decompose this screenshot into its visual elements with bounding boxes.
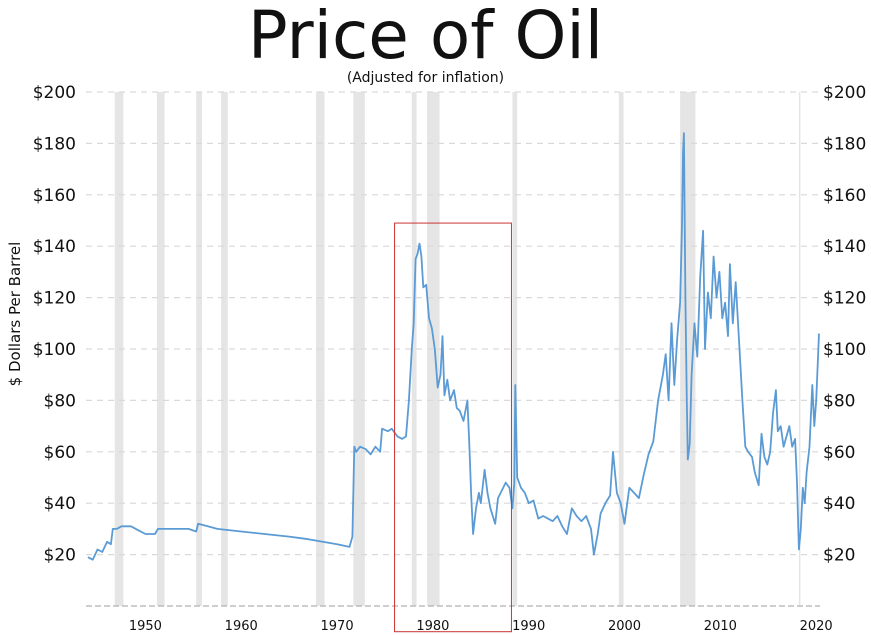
y-tick-right-9: $200 [823, 83, 866, 103]
y-tick-left-3: $80 [44, 391, 76, 411]
highlight-box [394, 222, 512, 633]
chart-title: Price of Oil [247, 0, 604, 74]
y-tick-left-6: $140 [33, 237, 76, 257]
y-tick-left-8: $180 [33, 134, 76, 154]
y-tick-right-5: $120 [823, 289, 866, 309]
price-line-layer [87, 132, 820, 561]
y-tick-right-2: $60 [823, 443, 855, 463]
recession-band-8 [512, 92, 518, 606]
y-tick-left-4: $100 [33, 340, 76, 360]
y-tick-right-0: $20 [823, 546, 855, 566]
x-tick-1: 1960 [225, 619, 258, 634]
recession-band-5 [353, 92, 365, 606]
y-tick-right-4: $100 [823, 340, 866, 360]
recession-band-11 [798, 92, 801, 606]
recession-band-9 [618, 92, 624, 606]
x-tick-6: 2010 [704, 619, 737, 634]
y-tick-right-6: $140 [823, 237, 866, 257]
recession-band-6 [411, 92, 417, 606]
highlight-layer [394, 222, 512, 633]
y-tick-left-2: $60 [44, 443, 76, 463]
x-tick-7: 2020 [800, 619, 833, 634]
recession-band-7 [427, 92, 440, 606]
y-tick-right-7: $160 [823, 186, 866, 206]
y-tick-left-9: $200 [33, 83, 76, 103]
right-axis: $20 $40 $60 $80 $100 $120 $140 $160 $180 $200 [823, 83, 866, 566]
recession-band-1 [156, 92, 165, 606]
x-tick-2: 1970 [321, 619, 354, 634]
y-tick-left-1: $40 [44, 494, 76, 514]
x-tick-5: 2000 [608, 619, 641, 634]
y-tick-right-8: $180 [823, 134, 866, 154]
left-axis: $20 $40 $60 $80 $100 $120 $140 $160 $180 $200 [33, 83, 76, 566]
y-tick-right-3: $80 [823, 391, 855, 411]
chart-subtitle: (Adjusted for inflation) [346, 70, 505, 86]
x-tick-0: 1950 [129, 619, 162, 634]
price-line [87, 132, 820, 561]
y-tick-left-0: $20 [44, 546, 76, 566]
y-tick-left-5: $120 [33, 289, 76, 309]
x-tick-3: 1980 [416, 619, 449, 634]
x-tick-4: 1990 [512, 619, 545, 634]
y-tick-left-7: $160 [33, 186, 76, 206]
x-axis: 1950 1960 1970 1980 1990 2000 2010 2020 [129, 619, 833, 634]
y-tick-right-1: $40 [823, 494, 855, 514]
recession-band-3 [221, 92, 228, 606]
gridlines [86, 91, 820, 607]
